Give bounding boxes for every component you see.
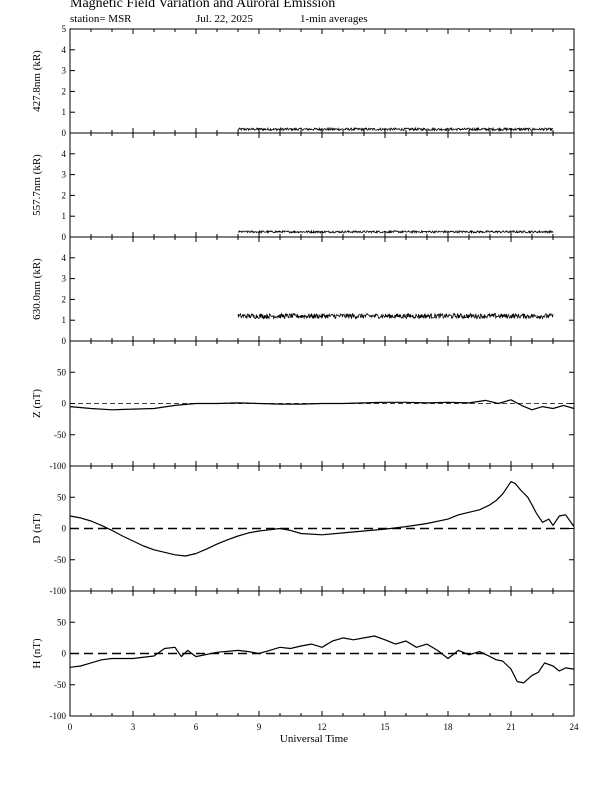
panel-2-ytick-label: 0 xyxy=(62,232,67,242)
panel-4-ylabel: Z (nT) xyxy=(31,389,43,418)
panel-5-ytick-label: 50 xyxy=(57,492,67,502)
panel-6-ytick-label: -50 xyxy=(54,680,66,690)
panel-1-ytick-label: 0 xyxy=(62,128,67,138)
panel-2-ytick-label: 4 xyxy=(62,149,67,159)
panel-3-ytick-label: 4 xyxy=(62,253,67,263)
panel-1-ytick-label: 1 xyxy=(62,107,67,117)
station-label: station= MSR xyxy=(70,13,132,25)
panel-3-ytick-label: 0 xyxy=(62,336,67,346)
panel-3-ytick-label: 3 xyxy=(62,274,67,284)
panel-3-frame xyxy=(69,236,575,342)
averaging-label: 1-min averages xyxy=(300,13,368,25)
panel-3-ytick-label: 1 xyxy=(62,315,67,325)
panel-4-ytick-label: -50 xyxy=(54,430,66,440)
panel-5-ytick-label: 0 xyxy=(62,524,67,534)
panel-3-ylabel: 630.0nm (kR) xyxy=(31,258,43,320)
date-label: Jul. 22, 2025 xyxy=(196,13,253,25)
xtick-label: 21 xyxy=(507,722,516,732)
panel-4-ytick-label: -100 xyxy=(50,461,67,471)
xtick-label: 12 xyxy=(318,722,327,732)
panel-1-ytick-label: 3 xyxy=(62,66,67,76)
panel-3-series-line xyxy=(237,312,554,320)
panel-6-ytick-label: -100 xyxy=(50,711,67,721)
xtick-label: 18 xyxy=(444,722,454,732)
panel-1-ytick-label: 5 xyxy=(62,24,67,34)
xtick-label: 9 xyxy=(257,722,262,732)
panel-4-ytick-label: 50 xyxy=(57,367,67,377)
panel-6-ylabel: H (nT) xyxy=(31,638,43,669)
x-axis-label: Universal Time xyxy=(280,733,348,745)
chart-title: Magnetic Field Variation and Auroral Emi… xyxy=(70,0,336,11)
panel-6-ytick-label: 0 xyxy=(62,649,67,659)
panel-2-frame xyxy=(69,132,575,238)
panel-2-ytick-label: 2 xyxy=(62,190,67,200)
xtick-label: 24 xyxy=(570,722,580,732)
panel-3-ytick-label: 2 xyxy=(62,294,67,304)
panel-1-frame xyxy=(69,28,575,134)
panel-2-ytick-label: 1 xyxy=(62,211,67,221)
panel-4-series-line xyxy=(69,399,575,411)
panel-6-ytick-label: 50 xyxy=(57,617,67,627)
xtick-label: 3 xyxy=(131,722,136,732)
panel-2-series-line xyxy=(237,229,554,235)
panel-5-ytick-label: -50 xyxy=(54,555,66,565)
panel-4-ytick-label: 0 xyxy=(62,399,67,409)
xtick-label: 15 xyxy=(381,722,391,732)
panel-5-ytick-label: -100 xyxy=(50,586,67,596)
panel-2-ytick-label: 3 xyxy=(62,170,67,180)
panel-5-series-line xyxy=(69,481,575,557)
xtick-label: 6 xyxy=(194,722,199,732)
panel-2-ylabel: 557.7nm (kR) xyxy=(31,154,43,216)
panel-5-ylabel: D (nT) xyxy=(31,513,43,544)
panel-1-ytick-label: 4 xyxy=(62,45,67,55)
panel-1-ylabel: 427.8nm (kR) xyxy=(31,50,43,112)
panel-6-series-line xyxy=(69,635,575,684)
panel-1-series-line xyxy=(237,126,554,133)
panel-1-ytick-label: 2 xyxy=(62,86,67,96)
xtick-label: 0 xyxy=(68,722,73,732)
